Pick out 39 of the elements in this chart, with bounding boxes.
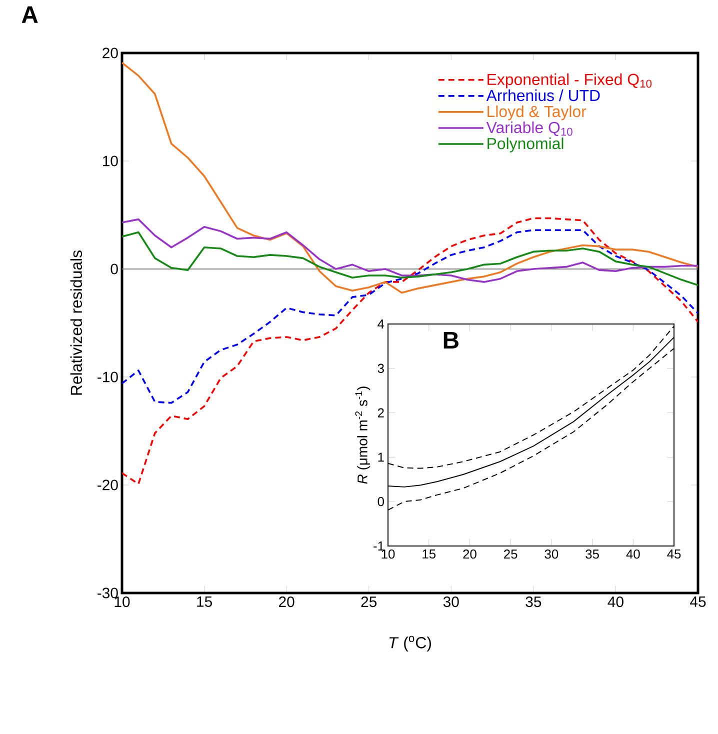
legend-label: Lloyd & Taylor (488, 105, 586, 120)
x-tick-label: 20 (279, 596, 294, 608)
x-tick-label: 40 (608, 596, 624, 608)
line-series (122, 217, 698, 485)
y-tick-label: 3 (378, 364, 384, 373)
y-tick-label: -30 (98, 588, 118, 598)
x-tick-label: 35 (586, 550, 599, 559)
x-tick-label: 15 (422, 550, 436, 559)
y-axis-title: Relativized residuals (70, 250, 82, 395)
chart-title: B (444, 332, 458, 348)
legend-label: Exponential - Fixed Q$_{10}$ (488, 73, 652, 88)
y-tick-label: -20 (98, 480, 118, 490)
legend-label: Arrhenius / UTD (486, 89, 600, 102)
y-tick-label: 0 (110, 264, 118, 274)
x-tick-label: 30 (544, 550, 558, 559)
x-tick-label: 10 (114, 596, 130, 608)
chart-title: A (22, 6, 38, 23)
line-series (122, 218, 698, 283)
y-tick-label: 20 (102, 48, 118, 58)
y-tick-label: -1 (374, 542, 384, 550)
x-tick-label: 45 (690, 596, 706, 607)
x-axis-title: T ($^{o}$C) (389, 636, 431, 652)
x-tick-label: 35 (526, 596, 542, 608)
y-tick-label: 0 (378, 497, 384, 506)
y-tick-label: 1 (378, 452, 384, 462)
y-tick-label: -10 (98, 372, 118, 382)
y-axis-title: R (μmol m$^{-2}$ s$^{-1}$) (355, 386, 370, 484)
x-tick-label: 25 (504, 550, 518, 559)
x-tick-label: 25 (361, 596, 377, 608)
x-tick-label: 40 (626, 550, 640, 559)
x-tick-label: 15 (197, 596, 212, 607)
legend-label: Variable Q$_{10}$ (486, 121, 572, 136)
y-tick-label: 2 (378, 408, 384, 418)
x-tick-label: 30 (443, 596, 459, 608)
y-tick-label: 4 (378, 320, 384, 328)
x-tick-label: 45 (667, 550, 681, 559)
legend-label: Polynomial (488, 138, 564, 152)
x-tick-label: 20 (463, 550, 476, 559)
y-tick-label: 10 (103, 156, 118, 166)
